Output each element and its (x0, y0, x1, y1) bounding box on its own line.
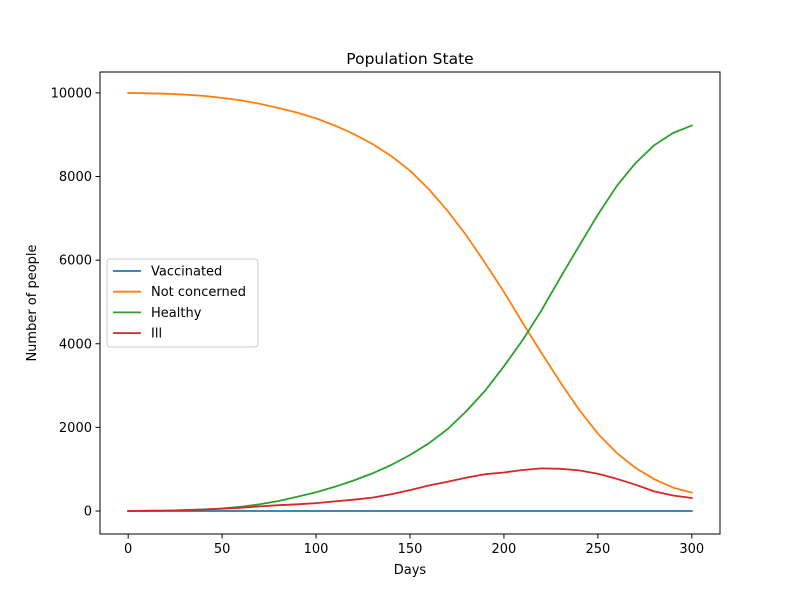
legend-label: Ill (151, 327, 162, 342)
y-tick-label: 6000 (59, 254, 92, 269)
legend-label: Healthy (151, 306, 202, 321)
series-line-not-concerned (127, 91, 693, 494)
x-tick-label: 50 (214, 542, 231, 557)
x-tick-label: 250 (585, 542, 610, 557)
legend: Vaccinated Not concerned Healthy Ill (106, 258, 259, 348)
x-tick-label: 0 (124, 542, 132, 557)
y-axis-title: Number of people (25, 244, 40, 361)
series-line-ill (127, 467, 693, 512)
x-tick-label: 300 (679, 542, 704, 557)
y-tick-label: 4000 (59, 337, 92, 352)
series-layer (127, 91, 693, 512)
legend-label: Not concerned (151, 285, 246, 300)
legend-box (106, 258, 259, 348)
x-tick-label: 150 (398, 542, 423, 557)
legend-label: Vaccinated (151, 265, 222, 280)
x-tick-label: 200 (492, 542, 517, 557)
y-tick-label: 10000 (51, 86, 92, 101)
y-tick-label: 0 (84, 505, 92, 520)
chart-title: Population State (346, 50, 473, 68)
y-axis-ticks: 0 2000 4000 6000 8000 10000 (51, 86, 100, 520)
x-axis-title: Days (394, 563, 427, 578)
x-axis-ticks: 0 50 100 150 200 250 300 (124, 534, 704, 557)
y-tick-label: 8000 (59, 170, 92, 185)
y-tick-label: 2000 (59, 421, 92, 436)
x-tick-label: 100 (304, 542, 329, 557)
